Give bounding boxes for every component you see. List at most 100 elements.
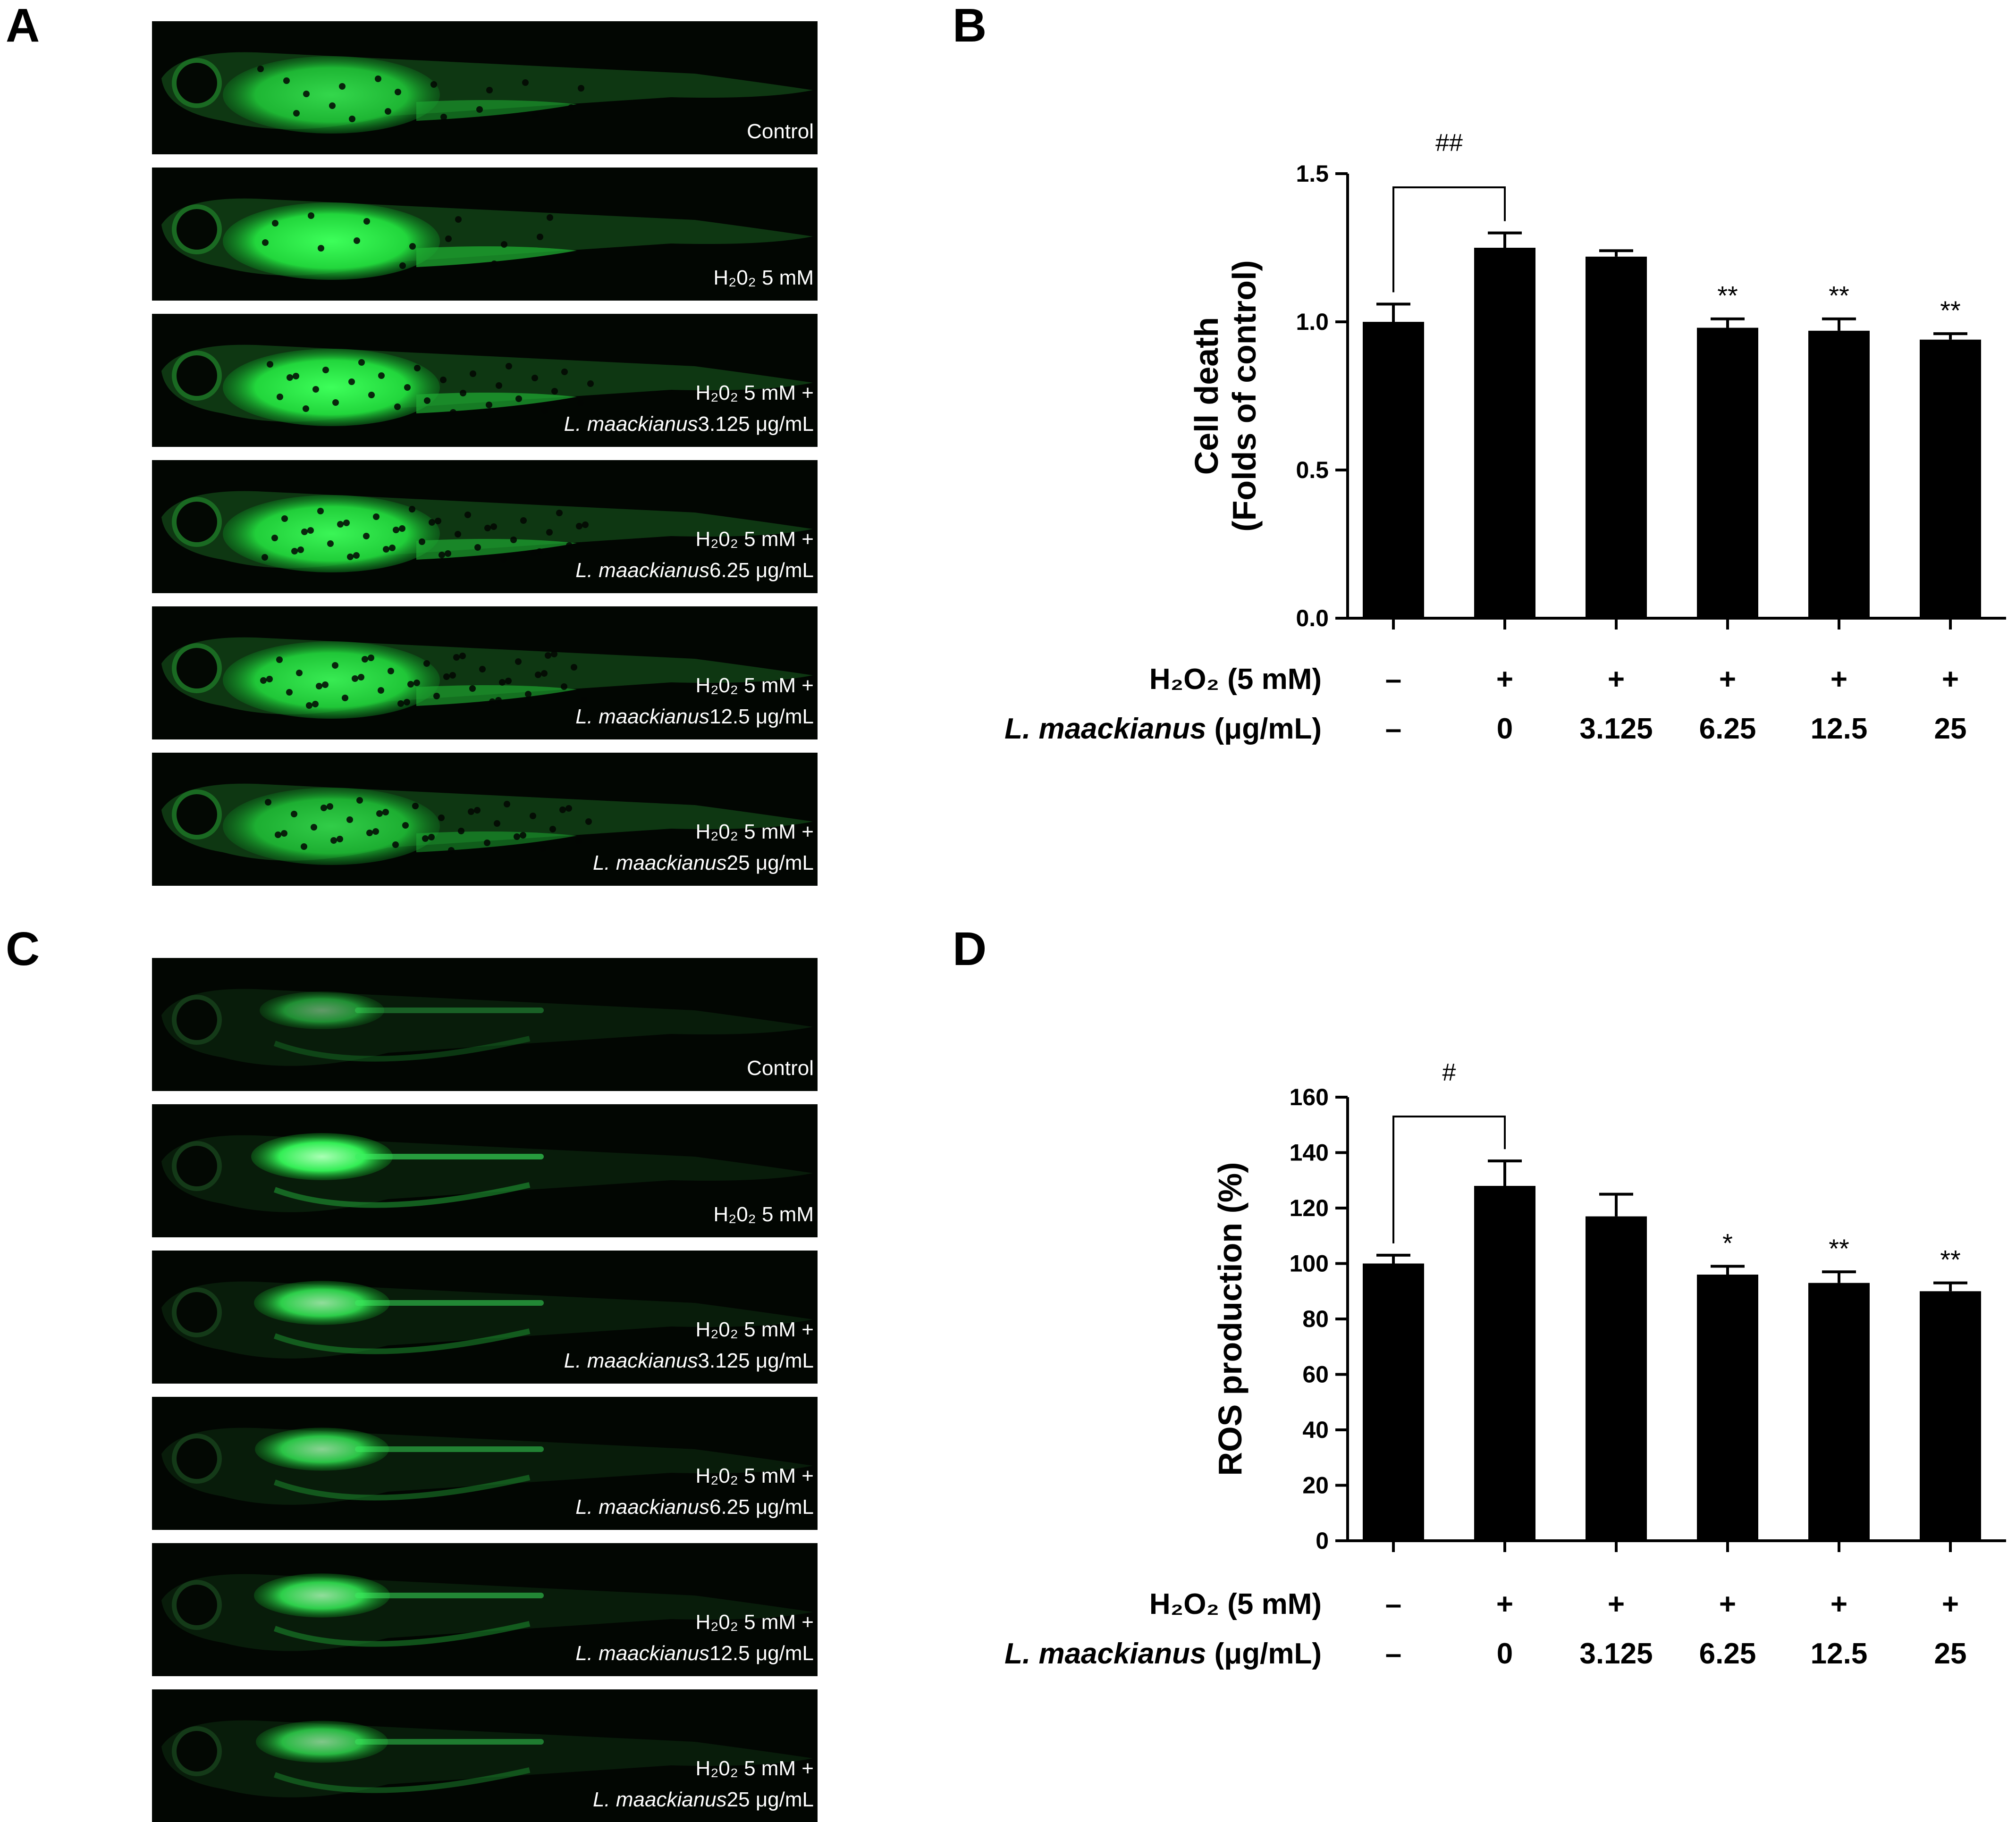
significance-label: * bbox=[1722, 1228, 1733, 1258]
yolk-extension bbox=[416, 393, 577, 413]
fish-eye bbox=[172, 351, 222, 401]
image-label-line1: H₂0₂ 5 mM + bbox=[695, 674, 814, 697]
death-spot bbox=[321, 805, 327, 811]
fish-eye bbox=[172, 497, 222, 547]
fish-eye bbox=[172, 58, 222, 108]
death-spot bbox=[327, 540, 334, 547]
image-label-line2: L. maackianus6.25 μg/mL bbox=[575, 559, 814, 582]
row2-value: – bbox=[1385, 1637, 1401, 1670]
death-spot bbox=[455, 531, 461, 537]
death-spot bbox=[366, 830, 373, 836]
death-spot bbox=[530, 550, 537, 556]
death-spot bbox=[419, 538, 425, 545]
death-spot bbox=[301, 529, 308, 535]
death-spot bbox=[576, 523, 582, 529]
death-spot bbox=[329, 102, 336, 109]
death-spot bbox=[257, 66, 264, 72]
yolk-fluorescence bbox=[223, 641, 440, 719]
death-spot bbox=[501, 241, 507, 248]
death-spot bbox=[261, 554, 268, 561]
row1-value: – bbox=[1385, 1588, 1401, 1620]
death-spot bbox=[385, 108, 391, 115]
gut-outline bbox=[273, 1621, 531, 1647]
death-spot bbox=[496, 382, 502, 389]
death-spot bbox=[556, 510, 563, 516]
death-spot bbox=[407, 681, 414, 688]
y-axis-label-line2: (Folds of control) bbox=[1226, 260, 1263, 531]
death-spot bbox=[277, 394, 283, 400]
death-spot bbox=[376, 810, 383, 817]
death-spot bbox=[409, 506, 415, 512]
image-label-line2: L. maackianus12.5 μg/mL bbox=[575, 1642, 814, 1665]
death-spot bbox=[495, 697, 502, 704]
death-spot bbox=[293, 110, 300, 117]
image-label-line1: H₂0₂ 5 mM + bbox=[695, 1318, 814, 1341]
death-spot bbox=[459, 653, 466, 659]
death-spot bbox=[423, 660, 430, 667]
death-spot bbox=[308, 212, 314, 219]
y-tick-label: 0.0 bbox=[1296, 605, 1329, 631]
significance-bracket bbox=[1392, 186, 1506, 293]
fish-image-c-2: H₂0₂ 5 mM + L. maackianus3.125 μg/mL bbox=[152, 1251, 818, 1384]
death-spot bbox=[443, 673, 450, 680]
death-spot bbox=[439, 552, 445, 558]
fish-eye bbox=[172, 1580, 222, 1630]
death-spot bbox=[479, 666, 486, 672]
death-spot bbox=[514, 833, 520, 840]
row-label-unit: (μg/mL) bbox=[1206, 713, 1322, 745]
death-spot bbox=[520, 517, 527, 524]
death-spot bbox=[349, 116, 355, 122]
bracket-label: ## bbox=[1435, 129, 1463, 157]
death-spot bbox=[545, 652, 551, 659]
image-label-line1: H₂0₂ 5 mM + bbox=[695, 820, 814, 843]
death-spot bbox=[551, 388, 558, 395]
death-spot bbox=[301, 843, 307, 850]
death-spot bbox=[445, 550, 451, 557]
row2-value: – bbox=[1385, 713, 1401, 745]
row2-value: 25 bbox=[1934, 1637, 1967, 1670]
yolk-fluorescence bbox=[223, 495, 440, 572]
yolk-extension bbox=[416, 246, 577, 267]
bar bbox=[1920, 1291, 1981, 1541]
ros-streak bbox=[355, 1446, 544, 1452]
y-tick-label: 160 bbox=[1290, 1084, 1329, 1110]
death-spot bbox=[506, 363, 512, 369]
y-tick-label: 140 bbox=[1290, 1140, 1329, 1166]
gut-outline bbox=[273, 1328, 531, 1354]
significance-label: ** bbox=[1717, 281, 1738, 311]
bar bbox=[1697, 327, 1758, 618]
ros-signal bbox=[251, 1133, 393, 1180]
death-spot bbox=[561, 369, 568, 375]
death-spot bbox=[490, 523, 497, 530]
ros-streak bbox=[355, 1593, 544, 1598]
gut-outline bbox=[273, 1182, 531, 1208]
image-label-dose: 3.125 μg/mL bbox=[698, 412, 814, 436]
death-spot bbox=[283, 77, 290, 84]
death-spot bbox=[494, 820, 500, 827]
fish-image-a-2: H₂0₂ 5 mM + L. maackianus3.125 μg/mL bbox=[152, 314, 818, 447]
gut-outline bbox=[273, 1036, 531, 1062]
death-spot bbox=[265, 799, 271, 806]
death-spot bbox=[515, 395, 522, 402]
panel-letter-b: B bbox=[953, 0, 987, 52]
image-label: Control bbox=[747, 1057, 814, 1080]
death-spot bbox=[414, 365, 421, 371]
death-spot bbox=[450, 409, 456, 416]
gut-outline bbox=[273, 1767, 531, 1793]
death-spot bbox=[568, 104, 574, 111]
death-spot bbox=[348, 378, 355, 385]
image-label: Control bbox=[747, 120, 814, 143]
death-spot bbox=[382, 809, 389, 815]
row-label-h2o2: H₂O₂ (5 mM) bbox=[1149, 1588, 1322, 1620]
fish-image-c-1: H₂0₂ 5 mM bbox=[152, 1104, 818, 1237]
fish-eye bbox=[172, 1726, 222, 1776]
death-spot bbox=[474, 807, 481, 814]
row1-value: + bbox=[1719, 663, 1736, 696]
panel-d-chart: 0 20 40 60 80 100 120 140 160 ROS production (%) *… bbox=[1004, 1059, 2006, 1670]
death-spot bbox=[547, 214, 553, 221]
row1-value: + bbox=[1942, 663, 1959, 696]
death-spot bbox=[577, 400, 584, 406]
death-spot bbox=[332, 662, 338, 669]
death-spot bbox=[422, 835, 429, 842]
panel-b-chart: 0.0 0.5 1.0 1.5 Cell death (Folds of control)… bbox=[1004, 129, 2006, 745]
